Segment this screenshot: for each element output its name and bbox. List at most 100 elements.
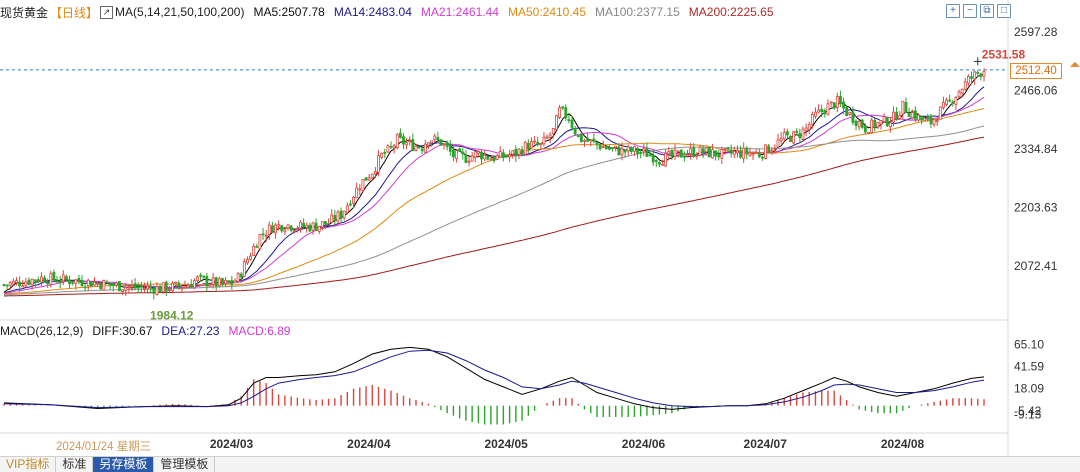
candle-body: [785, 131, 789, 136]
candle-body: [817, 109, 821, 113]
candle-body: [870, 119, 874, 133]
last-price-tag: 2512.40: [1010, 63, 1062, 79]
candle-body: [492, 157, 496, 162]
candle-body: [910, 111, 914, 119]
candle-body: [61, 274, 65, 282]
tab-standard[interactable]: 标准: [56, 457, 94, 472]
candle-body: [46, 282, 50, 285]
crosshair-date-tip: 2024/01/24 星期三: [56, 438, 152, 454]
macd-tick-label: -9.13: [1014, 407, 1042, 421]
candle-body: [917, 114, 920, 121]
candle-body: [442, 143, 446, 146]
candle-body: [704, 147, 708, 153]
ma-settings[interactable]: MA(5,14,21,50,100,200): [115, 5, 245, 19]
candle-body: [842, 101, 845, 109]
macd-value: MACD:6.89: [228, 324, 291, 338]
candle-body: [657, 161, 661, 165]
candle-body: [898, 114, 902, 119]
candle-body: [33, 279, 37, 282]
candle-body: [139, 285, 143, 288]
candle-body: [149, 285, 153, 289]
candle-body: [486, 155, 490, 160]
candle-body: [68, 279, 71, 284]
candle-body: [239, 273, 243, 278]
candle-body: [508, 154, 512, 158]
ma-settings-icon[interactable]: ↗: [100, 5, 114, 19]
candle-body: [789, 135, 792, 143]
candle-body: [180, 287, 184, 290]
candle-body: [570, 119, 574, 128]
candle-body: [517, 148, 521, 155]
candle-body: [8, 282, 12, 286]
candle-body: [217, 278, 221, 287]
candle-body: [779, 137, 783, 142]
restore-icon[interactable]: ⧉: [980, 4, 994, 18]
candle-body: [299, 221, 302, 229]
candle-body: [589, 139, 593, 142]
candle-body: [873, 119, 877, 128]
candle-body: [798, 133, 802, 139]
tab-manage-template[interactable]: 管理模板: [154, 457, 216, 472]
candle-body: [732, 151, 736, 155]
template-tab-bar: VIP指标 标准 另存模板 管理模板: [0, 456, 1080, 472]
candle-body: [845, 107, 849, 116]
candle-body: [130, 284, 134, 288]
candle-body: [773, 147, 777, 150]
candle-body: [942, 102, 945, 108]
candle-body: [427, 142, 430, 146]
candle-body: [913, 110, 917, 120]
candle-body: [648, 154, 652, 157]
ma21-value: MA21:2461.44: [420, 5, 499, 19]
candle-body: [920, 115, 923, 121]
candle-body: [530, 141, 533, 149]
macd-settings[interactable]: MACD(26,12,9): [0, 324, 84, 338]
tab-save-template[interactable]: 另存模板: [93, 457, 155, 472]
candle-body: [483, 154, 487, 160]
candle-body: [167, 289, 171, 292]
tab-vip-indicator[interactable]: VIP指标: [0, 457, 57, 472]
candle-body: [863, 125, 867, 133]
candle-body: [664, 152, 668, 167]
candle-body: [470, 155, 474, 162]
zoom-out-icon[interactable]: −: [963, 4, 977, 18]
candle-body: [377, 155, 380, 173]
candle-body: [608, 147, 611, 150]
candle-body: [342, 210, 346, 219]
candle-body: [255, 246, 259, 248]
ma21-line: [3, 96, 985, 294]
candle-body: [682, 155, 686, 158]
candle-body: [174, 281, 178, 284]
candle-body: [901, 100, 905, 115]
candle-body: [885, 117, 889, 127]
candle-body: [408, 140, 412, 143]
date-tick-label: 2024/04: [347, 437, 391, 451]
candle-body: [361, 179, 365, 191]
candle-body: [252, 245, 256, 256]
zoom-in-icon[interactable]: +: [946, 4, 960, 18]
candle-body: [370, 173, 374, 179]
candle-body: [433, 135, 437, 140]
candle-body: [311, 222, 315, 231]
candle-body: [246, 259, 249, 264]
macd-lines: [3, 346, 985, 410]
candle-body: [973, 71, 977, 80]
candle-body: [558, 107, 561, 118]
candle-body: [146, 285, 149, 290]
candle-body: [820, 108, 824, 113]
candle-body: [77, 278, 81, 282]
candle-body: [136, 286, 140, 289]
period-label[interactable]: 【日线】: [50, 5, 99, 20]
candle-body: [795, 130, 799, 133]
candle-body: [55, 280, 59, 283]
candle-body: [121, 289, 125, 292]
candle-body: [739, 150, 742, 158]
maximize-icon[interactable]: □: [997, 4, 1011, 18]
candle-body: [923, 117, 927, 121]
symbol-title[interactable]: 现货黄金: [0, 5, 49, 20]
candle-body: [405, 142, 409, 146]
macd-tick-label: -5.42: [1014, 404, 1042, 418]
candle-body: [951, 101, 955, 104]
candle-body: [102, 280, 106, 291]
chart-toolbar: + − ⧉ □: [946, 4, 1011, 18]
